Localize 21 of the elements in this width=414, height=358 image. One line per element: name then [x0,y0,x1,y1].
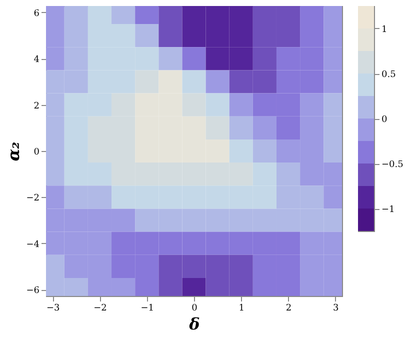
color-bar-label: 1 [382,25,388,35]
y-tick-label: 0 [34,148,40,158]
y-axis-title: α₂ [4,142,24,162]
color-bar-label: −1 [382,205,395,215]
x-axis-title: δ [188,314,200,334]
y-tick-label: −4 [26,240,40,250]
color-bar-label: 0 [382,115,388,125]
y-tick-label: 2 [34,101,40,112]
x-tick-label: −3 [46,304,60,314]
x-tick-label: 3 [333,304,340,314]
y-tick-label: 6 [34,8,40,19]
x-tick-label: 1 [238,304,244,314]
color-bar-label: −0.5 [382,160,404,170]
y-tick-label: −6 [26,286,40,296]
x-tick-label: 2 [286,304,292,314]
y-tick-label: 4 [34,55,40,66]
x-tick-label: 0 [192,304,198,314]
color-bar-label: 0.5 [382,70,396,80]
x-tick-label: −1 [140,304,154,314]
x-tick-label: −2 [94,304,107,314]
y-tick-label: −2 [26,194,40,204]
